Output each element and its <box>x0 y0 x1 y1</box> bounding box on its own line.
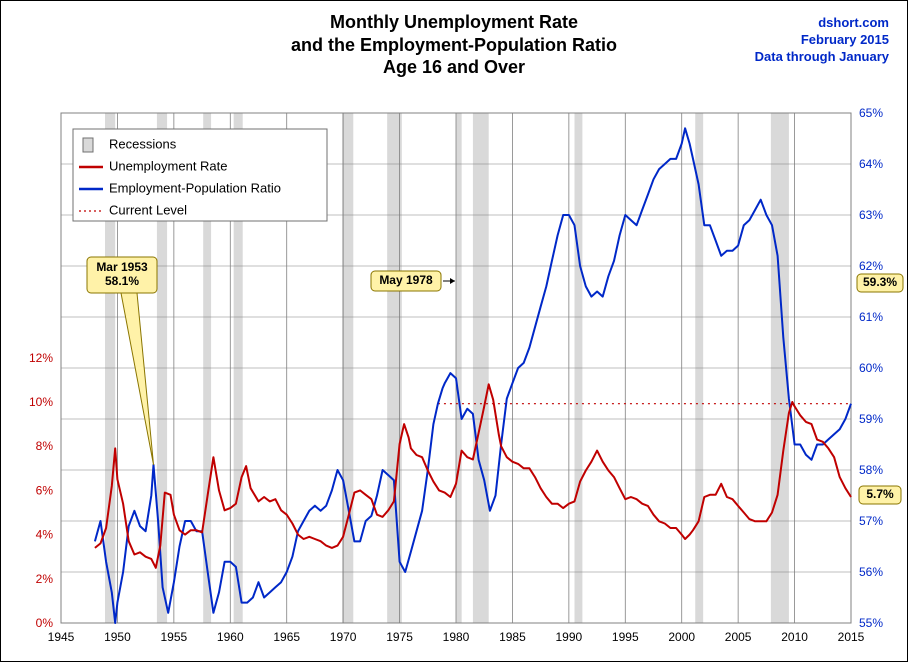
x-tick-label: 1970 <box>330 630 357 644</box>
chart-frame: Monthly Unemployment Rate and the Employ… <box>0 0 908 662</box>
right-axis-tick: 56% <box>859 565 883 579</box>
right-axis-tick: 64% <box>859 157 883 171</box>
right-axis-tick: 63% <box>859 208 883 222</box>
right-axis-tick: 62% <box>859 259 883 273</box>
right-axis-tick: 55% <box>859 616 883 630</box>
right-axis-tick: 59% <box>859 412 883 426</box>
left-axis-tick: 2% <box>36 572 54 586</box>
right-axis-tick: 65% <box>859 106 883 120</box>
callout-pct593: 59.3% <box>857 274 903 292</box>
left-axis-tick: 12% <box>29 351 53 365</box>
callout-pct57: 5.7% <box>859 486 901 504</box>
x-tick-label: 1945 <box>48 630 75 644</box>
may1978-arrow-head <box>450 278 455 284</box>
callout-text: 5.7% <box>866 487 894 501</box>
x-tick-label: 1985 <box>499 630 526 644</box>
callout-text: Mar 1953 <box>96 260 148 274</box>
x-tick-label: 1950 <box>104 630 131 644</box>
left-axis-tick: 0% <box>36 616 54 630</box>
x-tick-label: 2015 <box>838 630 865 644</box>
callout-mar1953: Mar 195358.1% <box>87 257 157 465</box>
x-tick-label: 1980 <box>443 630 470 644</box>
legend-label: Unemployment Rate <box>109 158 228 173</box>
callout-may1978: May 1978 <box>371 271 441 291</box>
legend-label: Recessions <box>109 136 177 151</box>
x-tick-label: 1990 <box>556 630 583 644</box>
legend: Recessions Unemployment Rate Employment-Po… <box>73 129 327 221</box>
legend-label: Current Level <box>109 202 187 217</box>
x-tick-label: 1960 <box>217 630 244 644</box>
callout-text: May 1978 <box>379 273 433 287</box>
x-tick-label: 1975 <box>386 630 413 644</box>
callout-text: 58.1% <box>105 274 139 288</box>
x-tick-label: 1955 <box>161 630 188 644</box>
left-axis-tick: 4% <box>36 528 54 542</box>
left-axis-tick: 6% <box>36 483 54 497</box>
callout-text: 59.3% <box>863 275 897 289</box>
legend-swatch <box>83 138 93 152</box>
plot-area: 1945 1950 1955 1960 1965 1970 1975 1980 1985 1990… <box>29 106 903 644</box>
x-tick-label: 2005 <box>725 630 752 644</box>
left-axis-tick: 10% <box>29 395 53 409</box>
legend-label: Employment-Population Ratio <box>109 180 281 195</box>
left-axis-tick: 8% <box>36 439 54 453</box>
x-tick-label: 1995 <box>612 630 639 644</box>
right-axis-tick: 61% <box>859 310 883 324</box>
right-axis-tick: 57% <box>859 514 883 528</box>
x-tick-label: 2000 <box>668 630 695 644</box>
right-axis-tick: 58% <box>859 463 883 477</box>
callout-pointer <box>121 293 154 465</box>
right-axis-tick: 60% <box>859 361 883 375</box>
x-tick-label: 1965 <box>273 630 300 644</box>
x-tick-label: 2010 <box>781 630 808 644</box>
chart-svg: 1945 1950 1955 1960 1965 1970 1975 1980 1985 1990… <box>1 1 908 662</box>
